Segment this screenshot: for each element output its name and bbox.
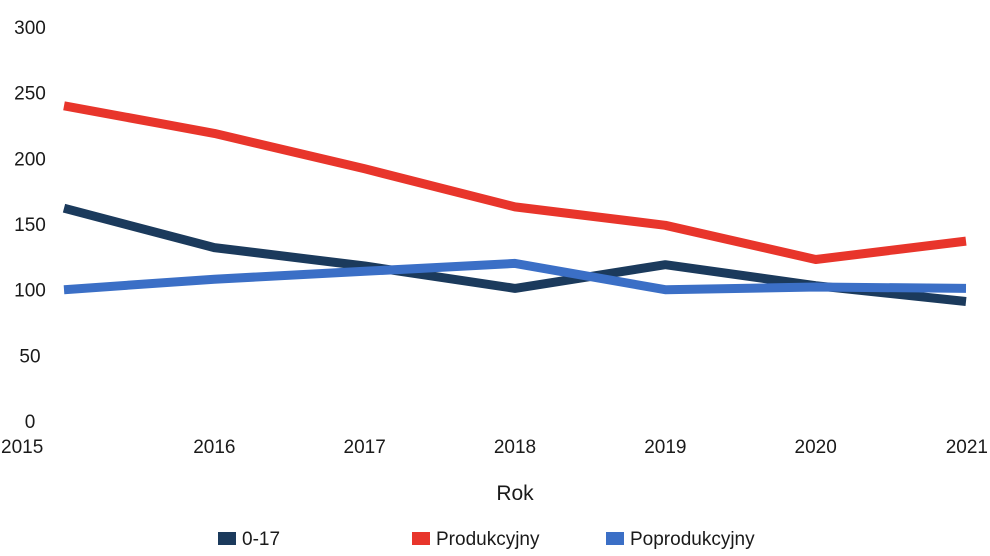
legend-swatch bbox=[218, 532, 236, 545]
legend: 0-17 Produkcyjny Poprodukcyjny bbox=[218, 529, 755, 550]
y-tick-label: 200 bbox=[14, 149, 46, 170]
y-tick-label: 150 bbox=[14, 215, 46, 236]
y-tick-label: 250 bbox=[14, 84, 46, 105]
x-axis-ticks: 2015 2016 2017 2018 2019 2020 2021 bbox=[1, 437, 988, 458]
x-tick-label: 2018 bbox=[494, 437, 536, 458]
x-axis-title: Rok bbox=[496, 482, 534, 505]
x-tick-label: 2015 bbox=[1, 437, 43, 458]
y-tick-label: 300 bbox=[14, 18, 46, 39]
legend-swatch bbox=[412, 532, 430, 545]
x-tick-label: 2016 bbox=[193, 437, 235, 458]
x-tick-label: 2017 bbox=[344, 437, 386, 458]
x-tick-label: 2021 bbox=[946, 437, 988, 458]
y-tick-label: 50 bbox=[19, 346, 40, 367]
x-tick-label: 2019 bbox=[644, 437, 686, 458]
legend-item: 0-17 bbox=[218, 529, 280, 550]
legend-item: Poprodukcyjny bbox=[606, 529, 755, 550]
y-tick-label: 100 bbox=[14, 281, 46, 302]
y-axis-ticks: 0 50 100 150 200 250 300 bbox=[14, 18, 46, 433]
series-line-produkcyjny bbox=[63, 101, 967, 264]
legend-label: 0-17 bbox=[242, 529, 280, 550]
x-tick-label: 2020 bbox=[795, 437, 837, 458]
y-tick-label: 0 bbox=[25, 412, 36, 433]
series-layer bbox=[62, 101, 967, 306]
legend-label: Produkcyjny bbox=[436, 529, 540, 550]
legend-swatch bbox=[606, 532, 624, 545]
legend-item: Produkcyjny bbox=[412, 529, 540, 550]
series-line-poprodukcyjny bbox=[63, 258, 967, 295]
legend-label: Poprodukcyjny bbox=[630, 529, 755, 550]
